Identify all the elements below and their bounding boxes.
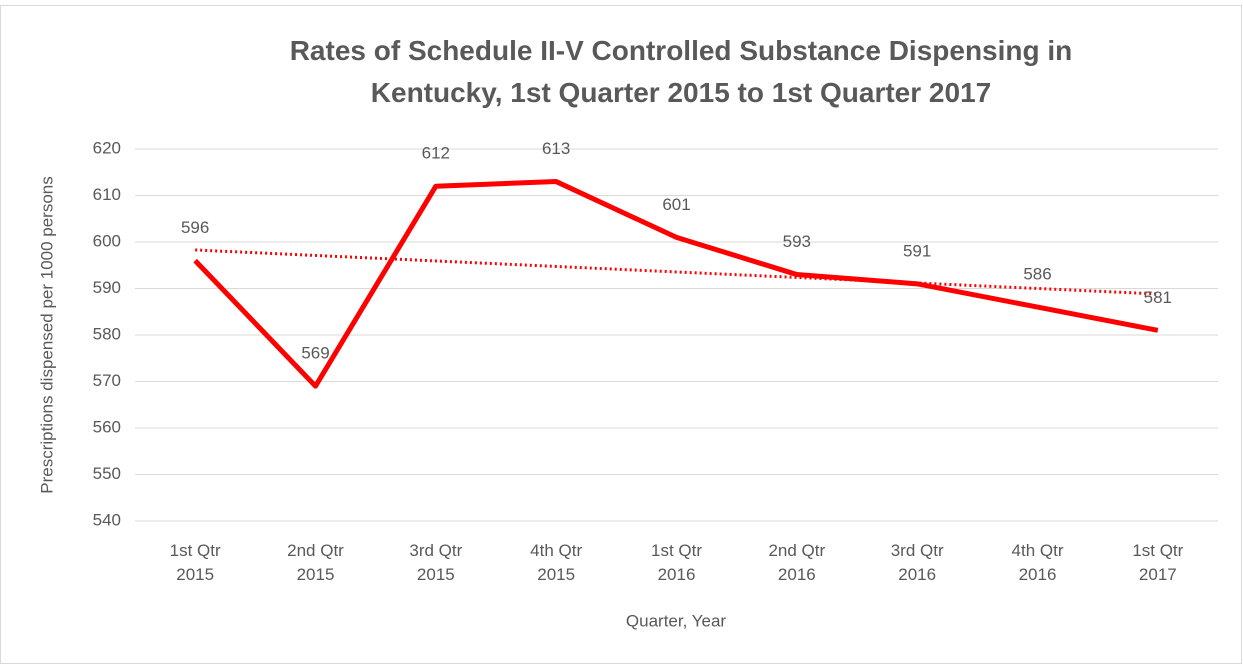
data-label: 593 [783,232,811,251]
x-tick-label: 4th Qtr 2016 [1011,541,1064,584]
x-axis-label: Quarter, Year [626,611,727,630]
y-tick-label: 600 [93,231,121,250]
trendline [195,248,1158,296]
data-label: 596 [181,218,209,237]
data-line [193,179,1159,389]
data-label: 591 [903,241,931,260]
y-tick-label: 590 [93,278,121,297]
x-tick-label: 4th Qtr 2015 [530,541,583,584]
y-tick-label: 610 [93,185,121,204]
data-label: 586 [1023,265,1051,284]
x-tick-label: 3rd Qtr 2016 [890,541,944,584]
x-tick-label: 2nd Qtr 2015 [287,541,344,584]
y-tick-label: 560 [93,417,121,436]
chart-border [0,5,1242,664]
y-axis-label: Prescriptions dispensed per 1000 persons [37,176,56,494]
y-tick-label: 550 [93,464,121,483]
x-tick-label: 2nd Qtr 2016 [768,541,826,584]
data-label: 601 [662,195,690,214]
x-tick-label: 1st Qtr 2016 [650,541,702,584]
data-label: 581 [1144,288,1172,307]
y-tick-label: 620 [93,138,121,157]
data-label: 569 [301,344,329,363]
x-tick-label: 3rd Qtr 2015 [409,541,463,584]
data-label: 612 [422,144,450,163]
y-tick-label: 580 [93,324,121,343]
y-tick-label: 540 [93,510,121,529]
x-tick-label: 1st Qtr 2017 [1132,541,1184,584]
y-tick-label: 570 [93,371,121,390]
data-label: 613 [542,139,570,158]
chart-title: Rates of Schedule II-V Controlled Substa… [289,35,1073,108]
x-tick-label: 1st Qtr 2015 [169,541,221,584]
